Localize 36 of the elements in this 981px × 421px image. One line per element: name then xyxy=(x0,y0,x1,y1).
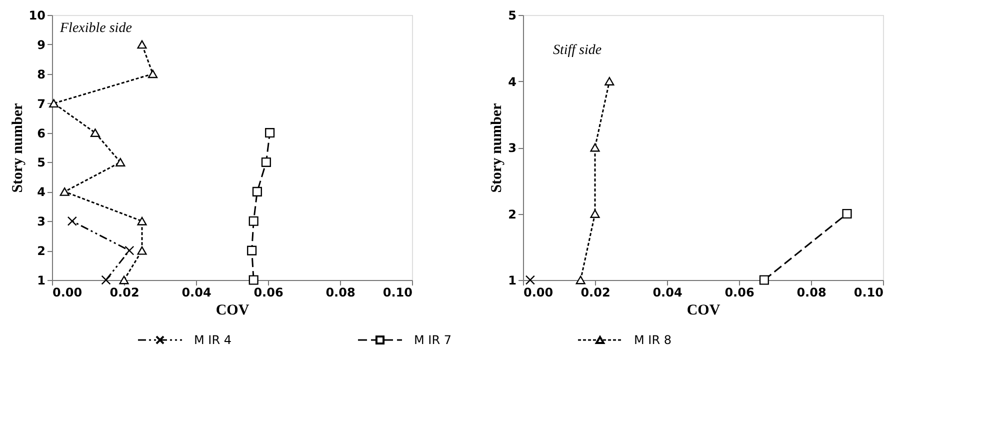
x-tick-label: 0.08 xyxy=(796,286,826,300)
x-tick-label: 0.06 xyxy=(254,286,284,300)
y-tick-label: 3 xyxy=(37,214,46,229)
x-tick-label: 0.00 xyxy=(52,286,82,300)
legend-label: M IR 8 xyxy=(634,333,672,347)
x-tick-label: 0.08 xyxy=(326,286,356,300)
legend-label: M IR 4 xyxy=(194,333,232,347)
legend-label: M IR 7 xyxy=(414,333,452,347)
x-tick-label: 0.06 xyxy=(724,286,754,300)
y-tick-label: 4 xyxy=(37,185,46,200)
y-tick-label: 4 xyxy=(508,74,516,89)
annotation: Stiff side xyxy=(553,43,602,58)
y-tick-label: 2 xyxy=(37,244,46,258)
annotation: Flexible side xyxy=(59,21,132,36)
y-tick-label: 2 xyxy=(508,207,516,222)
y-tick-label: 5 xyxy=(508,8,516,22)
x-tick-label: 0.00 xyxy=(524,286,554,300)
y-tick-label: 1 xyxy=(508,274,516,288)
x-tick-label: 0.02 xyxy=(580,286,610,300)
y-tick-label: 5 xyxy=(37,156,46,170)
y-tick-label: 9 xyxy=(37,38,46,52)
y-tick-label: 1 xyxy=(37,274,46,288)
y-tick-label: 3 xyxy=(508,141,516,155)
y-tick-label: 10 xyxy=(28,8,46,22)
y-axis-title: Story number xyxy=(489,102,506,193)
y-tick-label: 8 xyxy=(37,67,46,82)
x-tick-label: 0.04 xyxy=(652,286,682,300)
x-tick-label: 0.04 xyxy=(182,286,212,300)
y-tick-label: 7 xyxy=(37,96,46,111)
x-axis-title: COV xyxy=(216,302,250,318)
x-tick-label: 0.02 xyxy=(110,286,140,300)
x-axis-title: COV xyxy=(686,302,720,318)
y-tick-label: 6 xyxy=(37,126,46,140)
y-axis-title: Story number xyxy=(10,102,26,193)
x-tick-label: 0.10 xyxy=(854,286,884,300)
x-tick-label: 0.10 xyxy=(382,286,412,300)
